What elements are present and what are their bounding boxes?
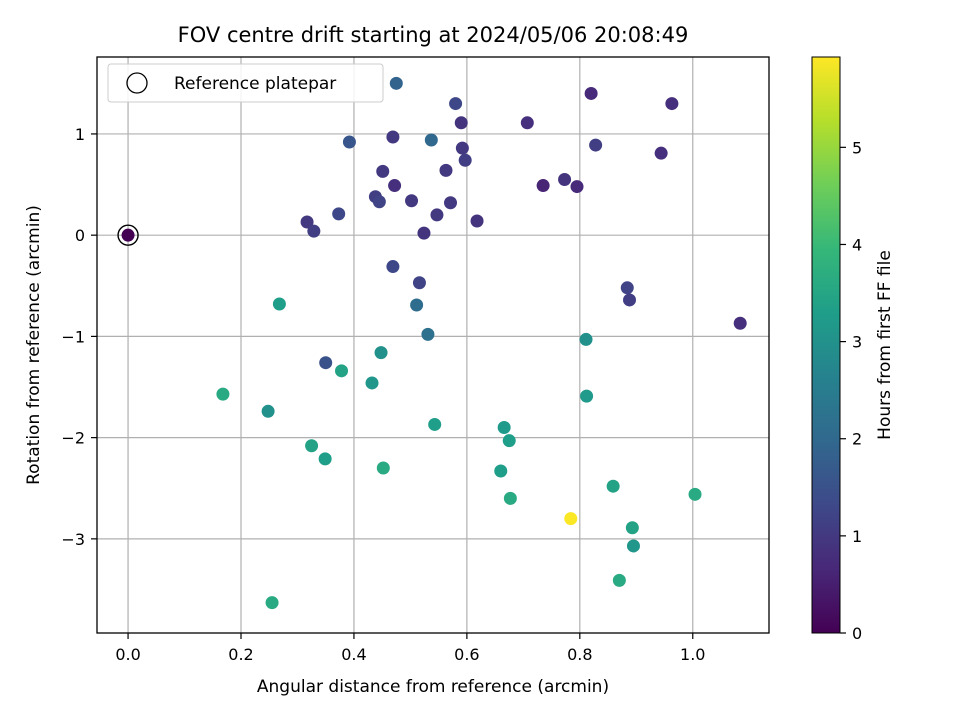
- legend: Reference platepar: [107, 63, 384, 103]
- data-point: [497, 421, 511, 435]
- legend-entry-label: Reference platepar: [174, 74, 336, 94]
- x-tick-label: 0.4: [341, 645, 366, 664]
- data-point: [733, 316, 747, 330]
- y-tick-label: −1: [61, 327, 85, 346]
- data-point: [589, 138, 603, 152]
- data-point: [265, 596, 279, 610]
- data-point: [564, 512, 578, 526]
- x-tick-label: 0.8: [567, 645, 592, 664]
- data-point: [470, 214, 484, 228]
- data-point: [216, 387, 230, 401]
- data-point: [365, 376, 379, 390]
- chart-title: FOV centre drift starting at 2024/05/06 …: [178, 23, 689, 47]
- data-point: [388, 179, 402, 193]
- data-point: [307, 224, 321, 238]
- x-tick-label: 0.2: [228, 645, 253, 664]
- data-point: [688, 487, 702, 501]
- data-point: [455, 141, 469, 155]
- data-point: [332, 207, 346, 221]
- data-point: [261, 404, 275, 418]
- data-point: [300, 215, 314, 229]
- data-point: [654, 146, 668, 160]
- data-point: [412, 276, 426, 290]
- data-point: [335, 364, 349, 378]
- y-tick-label: −2: [61, 429, 85, 448]
- data-point: [342, 135, 356, 149]
- colorbar: [811, 56, 841, 634]
- data-point: [410, 298, 424, 312]
- colorbar-tick-label: 3: [852, 333, 862, 352]
- data-point: [439, 163, 453, 177]
- data-point: [428, 417, 442, 431]
- x-tick-label: 1.0: [680, 645, 705, 664]
- x-tick-label: 0.0: [115, 645, 140, 664]
- data-point: [376, 164, 390, 178]
- data-point: [272, 297, 286, 311]
- data-point: [458, 153, 472, 167]
- data-point: [305, 439, 319, 453]
- reference-marker: [117, 224, 139, 246]
- data-point: [503, 491, 517, 505]
- data-point: [620, 281, 634, 295]
- data-point: [376, 461, 390, 475]
- data-point: [623, 293, 637, 307]
- data-point: [319, 356, 333, 370]
- legend-box: [107, 63, 384, 103]
- data-point: [386, 260, 400, 274]
- data-point: [502, 434, 516, 448]
- colorbar-ticks: 0 1 2 3 4 5: [840, 138, 862, 643]
- data-point: [494, 464, 508, 478]
- y-tick-label: 1: [75, 125, 85, 144]
- data-point: [424, 133, 438, 147]
- data-point: [584, 86, 598, 100]
- x-axis-label: Angular distance from reference (arcmin): [257, 677, 609, 697]
- colorbar-label: Hours from first FF file: [875, 250, 895, 440]
- data-point: [405, 194, 419, 208]
- data-point: [444, 196, 458, 210]
- data-point: [520, 116, 534, 130]
- data-point: [417, 226, 431, 240]
- legend-marker-icon: [126, 72, 148, 94]
- data-point: [318, 452, 332, 466]
- x-axis: 0.0 0.2 0.4 0.6 0.8 1.0: [115, 633, 705, 664]
- data-point: [421, 327, 435, 341]
- data-point: [612, 573, 626, 587]
- y-tick-label: −3: [61, 530, 85, 549]
- colorbar-tick-label: 5: [852, 138, 862, 157]
- data-point: [558, 172, 572, 186]
- data-point: [374, 346, 388, 360]
- data-point: [372, 195, 386, 209]
- plot-area: [96, 56, 770, 634]
- data-point: [570, 180, 584, 194]
- data-point: [454, 116, 468, 130]
- data-point: [449, 97, 463, 111]
- colorbar-tick-label: 1: [852, 527, 862, 546]
- data-point: [625, 521, 639, 535]
- y-axis: −3 −2 −1 0 1: [61, 125, 97, 549]
- data-point: [430, 208, 444, 222]
- y-tick-label: 0: [75, 226, 85, 245]
- data-point: [536, 179, 550, 193]
- data-point: [121, 228, 135, 242]
- data-point: [626, 539, 640, 553]
- data-point: [386, 130, 400, 144]
- colorbar-tick-label: 4: [852, 235, 862, 254]
- colorbar-tick-label: 2: [852, 430, 862, 449]
- x-tick-label: 0.6: [454, 645, 479, 664]
- data-point: [665, 97, 679, 111]
- data-points: [117, 76, 747, 610]
- data-point: [580, 389, 594, 403]
- data-point: [389, 76, 403, 90]
- data-point: [606, 479, 620, 493]
- y-axis-label: Rotation from reference (arcmin): [24, 205, 44, 485]
- colorbar-tick-label: 0: [852, 624, 862, 643]
- data-point: [579, 332, 593, 346]
